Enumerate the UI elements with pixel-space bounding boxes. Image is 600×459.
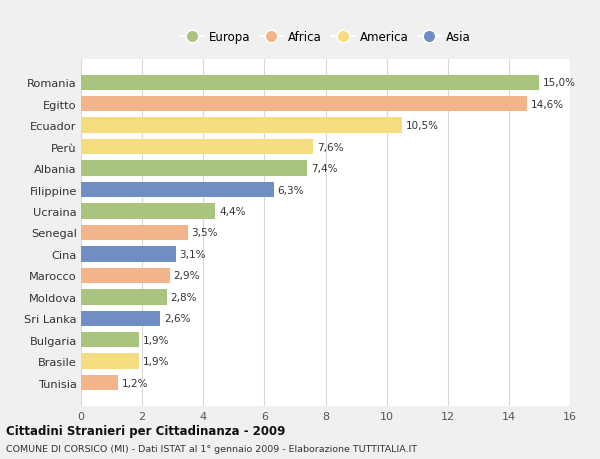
Text: 10,5%: 10,5% xyxy=(406,121,439,131)
Bar xyxy=(81,225,188,241)
Bar xyxy=(81,375,118,391)
Bar xyxy=(81,97,527,112)
Text: 3,5%: 3,5% xyxy=(191,228,218,238)
Text: 1,9%: 1,9% xyxy=(143,356,169,366)
Text: 4,4%: 4,4% xyxy=(219,207,245,217)
Bar xyxy=(81,353,139,369)
Bar xyxy=(81,332,139,347)
Text: 2,9%: 2,9% xyxy=(173,271,200,281)
Bar xyxy=(81,204,215,219)
Text: 1,2%: 1,2% xyxy=(121,378,148,388)
Text: 2,6%: 2,6% xyxy=(164,313,191,324)
Bar xyxy=(81,118,402,134)
Bar xyxy=(81,140,313,155)
Text: 6,3%: 6,3% xyxy=(277,185,304,195)
Text: 1,9%: 1,9% xyxy=(143,335,169,345)
Text: Cittadini Stranieri per Cittadinanza - 2009: Cittadini Stranieri per Cittadinanza - 2… xyxy=(6,424,286,437)
Bar xyxy=(81,75,539,91)
Text: 14,6%: 14,6% xyxy=(531,100,564,110)
Legend: Europa, Africa, America, Asia: Europa, Africa, America, Asia xyxy=(177,28,474,47)
Text: 7,6%: 7,6% xyxy=(317,142,343,152)
Bar xyxy=(81,161,307,176)
Text: 15,0%: 15,0% xyxy=(543,78,576,88)
Bar xyxy=(81,290,167,305)
Bar xyxy=(81,311,160,326)
Bar xyxy=(81,246,176,262)
Bar xyxy=(81,182,274,198)
Text: 2,8%: 2,8% xyxy=(170,292,197,302)
Text: COMUNE DI CORSICO (MI) - Dati ISTAT al 1° gennaio 2009 - Elaborazione TUTTITALIA: COMUNE DI CORSICO (MI) - Dati ISTAT al 1… xyxy=(6,444,417,453)
Bar xyxy=(81,268,170,284)
Text: 3,1%: 3,1% xyxy=(179,249,206,259)
Text: 7,4%: 7,4% xyxy=(311,164,337,174)
